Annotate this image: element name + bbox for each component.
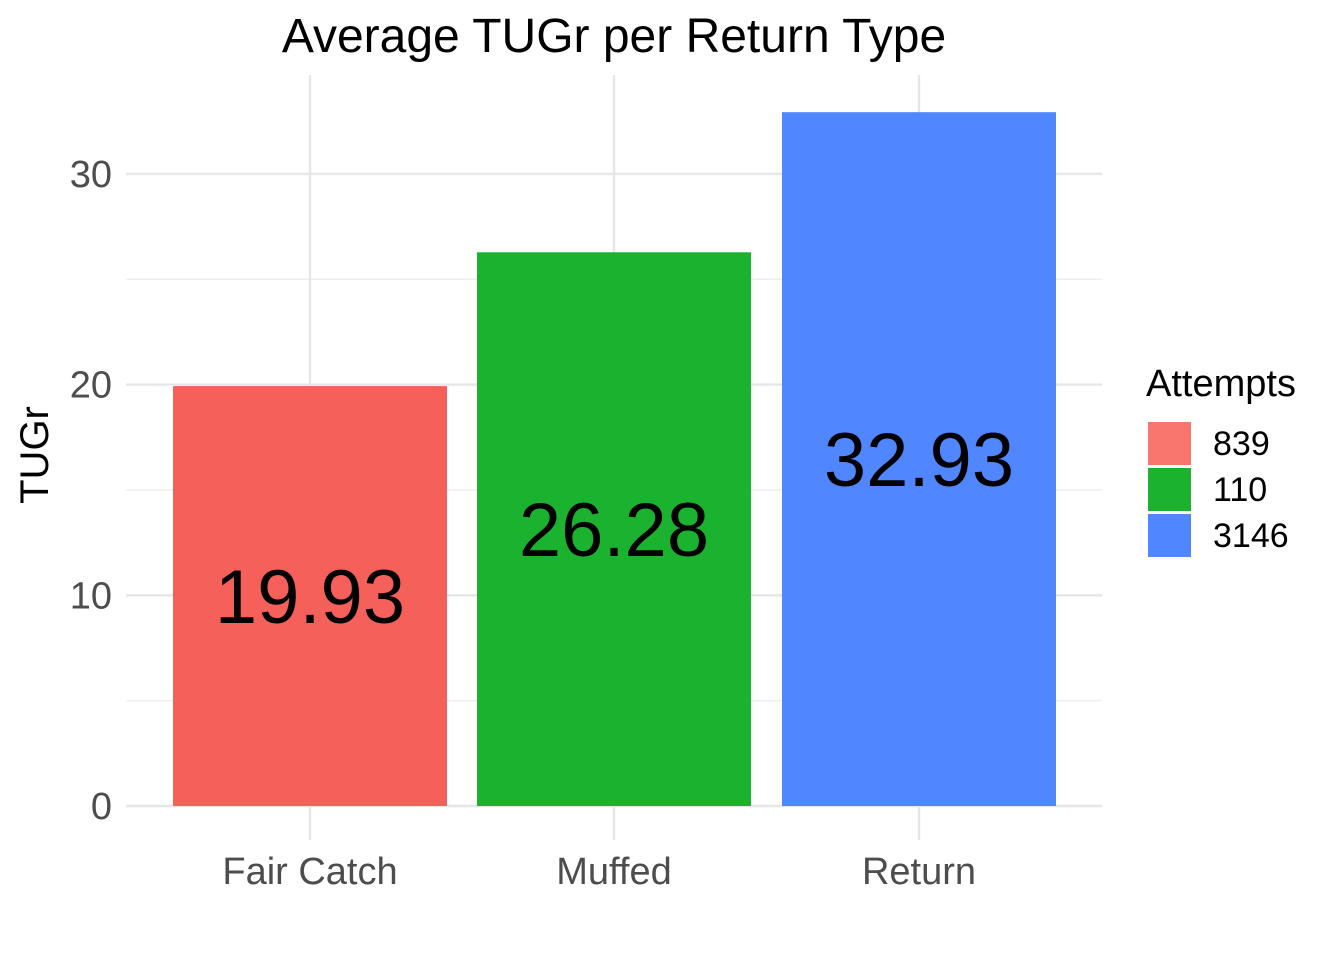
bars [173, 112, 1056, 806]
legend: Attempts 839 110 3146 [1146, 363, 1296, 557]
bar-fair-catch [173, 386, 447, 806]
chart-title: Average TUGr per Return Type [282, 10, 946, 63]
y-tick-label: 20 [70, 365, 112, 407]
y-tick-label: 0 [91, 786, 112, 828]
legend-key [1148, 514, 1191, 557]
legend-key [1148, 468, 1191, 511]
y-axis-tick-labels: 0 10 20 30 [70, 154, 112, 828]
x-tick-label: Muffed [556, 851, 671, 893]
bar-value-label: 19.93 [215, 555, 405, 640]
legend-title: Attempts [1146, 363, 1296, 405]
bar-return [782, 112, 1056, 806]
y-tick-label: 10 [70, 575, 112, 617]
legend-key [1148, 422, 1191, 465]
bar-value-labels: 19.93 26.28 32.93 [215, 418, 1014, 640]
bar-muffed [477, 252, 751, 806]
legend-label: 110 [1213, 471, 1267, 509]
y-tick-label: 30 [70, 154, 112, 196]
x-axis-tick-labels: Fair Catch Muffed Return [222, 851, 976, 893]
legend-label: 839 [1213, 425, 1270, 463]
y-axis-title: TUGr [13, 406, 57, 504]
x-tick-label: Fair Catch [222, 851, 397, 893]
x-tick-label: Return [862, 851, 976, 893]
bar-value-label: 32.93 [824, 418, 1014, 503]
legend-label: 3146 [1213, 517, 1289, 555]
bar-value-label: 26.28 [519, 488, 709, 573]
